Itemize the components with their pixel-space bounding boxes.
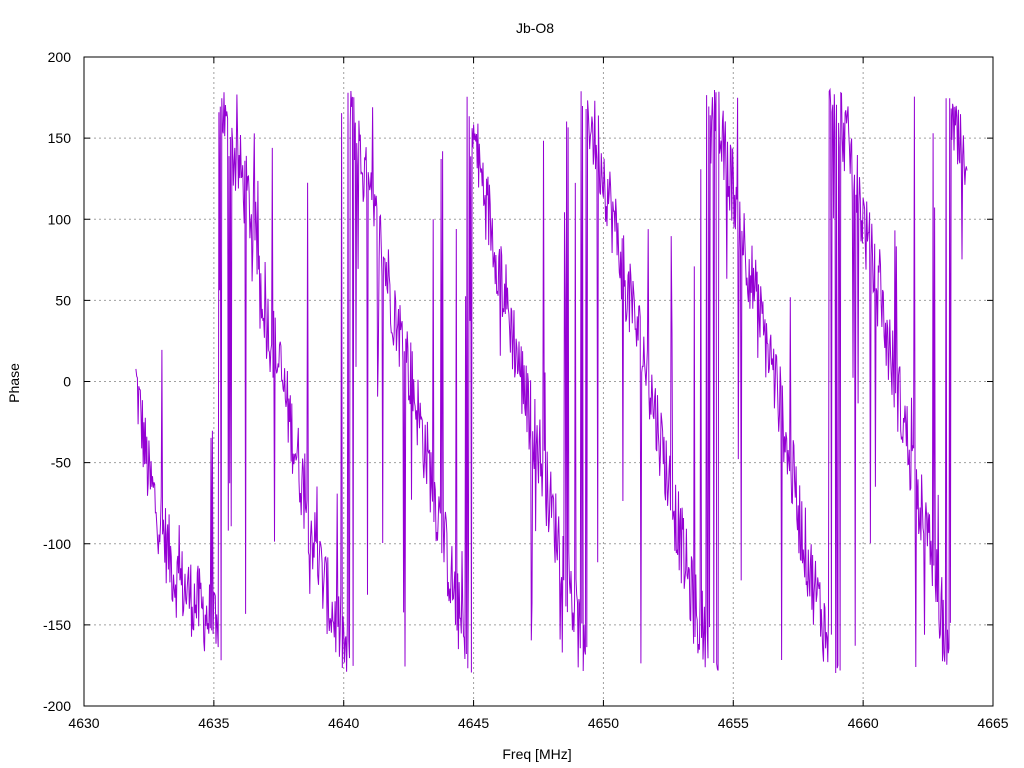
series-layer xyxy=(135,87,968,674)
y-tick-label: 200 xyxy=(48,49,72,65)
x-tick-label: 4640 xyxy=(328,715,359,731)
chart-title: Jb-O8 xyxy=(516,20,554,36)
x-axis-title: Freq [MHz] xyxy=(502,746,571,762)
y-tick-label: -150 xyxy=(43,617,71,633)
y-tick-label: 100 xyxy=(48,211,72,227)
y-tick-label: 150 xyxy=(48,130,72,146)
y-axis: -200 -150 -100 -50 0 50 100 150 200 xyxy=(43,49,993,714)
y-tick-label: -200 xyxy=(43,698,71,714)
x-tick-label: 4660 xyxy=(848,715,879,731)
y-tick-label: 0 xyxy=(63,374,71,390)
x-tick-label: 4650 xyxy=(588,715,619,731)
y-tick-label: -100 xyxy=(43,536,71,552)
x-tick-label: 4665 xyxy=(977,715,1008,731)
y-axis-title: Phase xyxy=(6,363,22,403)
x-tick-label: 4655 xyxy=(718,715,749,731)
y-tick-label: -50 xyxy=(51,455,71,471)
x-tick-label: 4635 xyxy=(198,715,229,731)
phase-series-line xyxy=(135,87,968,674)
x-tick-label: 4630 xyxy=(68,715,99,731)
y-tick-label: 50 xyxy=(55,292,71,308)
x-axis: 4630 4635 4640 4645 4650 4655 4660 4665 xyxy=(68,57,1009,731)
x-tick-label: 4645 xyxy=(458,715,489,731)
